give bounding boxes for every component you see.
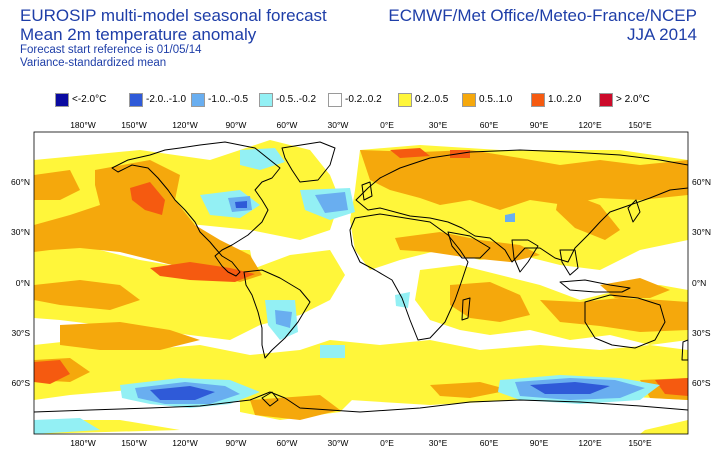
southeast-asia-outline bbox=[559, 249, 579, 276]
lon-label: 60°E bbox=[480, 120, 499, 130]
legend-label: -0.2..0.2 bbox=[345, 94, 382, 105]
anomaly-strong-cool bbox=[150, 201, 610, 400]
legend-label: 0.5..1.0 bbox=[479, 94, 513, 105]
legend-label: -1.0..-0.5 bbox=[208, 94, 249, 105]
lon-label: 90°E bbox=[530, 438, 549, 448]
legend-label: 1.0..2.0 bbox=[548, 94, 582, 105]
header-left: EUROSIP multi-model seasonal forecast Me… bbox=[20, 6, 327, 70]
eurasia-outline bbox=[355, 149, 688, 263]
lat-label: 30°S bbox=[692, 328, 711, 338]
legend-swatch bbox=[462, 93, 476, 107]
lon-label: 0°E bbox=[380, 438, 394, 448]
header-right: ECMWF/Met Office/Meteo-France/NCEP JJA 2… bbox=[388, 6, 697, 44]
legend-label: -0.5..-0.2 bbox=[276, 94, 317, 105]
lat-label: 0°N bbox=[16, 278, 30, 288]
coastlines bbox=[34, 141, 688, 413]
lon-label: 30°W bbox=[328, 438, 349, 448]
legend-label: 0.2..0.5 bbox=[415, 94, 449, 105]
anomaly-strong-warm bbox=[34, 148, 688, 396]
africa-outline bbox=[349, 213, 469, 341]
legend-label: -2.0..-1.0 bbox=[146, 94, 187, 105]
south-america-outline bbox=[243, 269, 311, 359]
anomaly-moderate-warm bbox=[34, 150, 688, 420]
greenland-outline bbox=[281, 141, 336, 183]
lon-label: 30°E bbox=[429, 120, 448, 130]
lon-label: 150°E bbox=[628, 120, 652, 130]
lon-label: 60°E bbox=[480, 438, 499, 448]
legend-swatch bbox=[531, 93, 545, 107]
map-variable: Mean 2m temperature anomaly bbox=[20, 25, 257, 44]
lon-label: 30°E bbox=[429, 438, 448, 448]
antarctic-peninsula-outline bbox=[261, 391, 279, 407]
lon-label: 150°E bbox=[628, 438, 652, 448]
north-america-outline bbox=[111, 141, 281, 277]
legend-label: <-2.0°C bbox=[72, 94, 107, 105]
madagascar-outline bbox=[461, 297, 471, 321]
lon-label: 180°W bbox=[70, 438, 96, 448]
india-outline bbox=[511, 239, 539, 273]
arabia-outline bbox=[447, 231, 491, 259]
lat-label: 60°N bbox=[11, 177, 30, 187]
lon-label: 120°W bbox=[172, 438, 198, 448]
forecast-method: Variance-standardized mean bbox=[20, 57, 167, 69]
legend-swatch bbox=[328, 93, 342, 107]
legend-label: > 2.0°C bbox=[616, 94, 650, 105]
lon-label: 60°W bbox=[277, 120, 298, 130]
lat-label: 30°N bbox=[11, 227, 30, 237]
forecast-start: Forecast start reference is 01/05/14 bbox=[20, 44, 202, 56]
lat-label: 60°S bbox=[11, 378, 30, 388]
map-frame bbox=[33, 131, 689, 435]
new-zealand-outline bbox=[681, 339, 688, 361]
lon-label: 150°W bbox=[121, 438, 147, 448]
lat-label: 60°N bbox=[692, 177, 711, 187]
legend-swatch bbox=[398, 93, 412, 107]
lon-label: 90°W bbox=[226, 120, 247, 130]
lon-label: 0°E bbox=[380, 120, 394, 130]
lon-label: 180°W bbox=[70, 120, 96, 130]
japan-outline bbox=[627, 199, 641, 223]
legend-swatch bbox=[259, 93, 273, 107]
legend-swatch bbox=[191, 93, 205, 107]
lat-label: 30°S bbox=[11, 328, 30, 338]
lon-label: 120°E bbox=[578, 120, 602, 130]
uk-outline bbox=[361, 181, 373, 201]
left-lat-labels: 60°N 30°N 0°N 30°S 60°S bbox=[11, 177, 30, 388]
season-label: JJA 2014 bbox=[627, 25, 697, 44]
antarctica-outline bbox=[34, 391, 688, 413]
bottom-lon-labels: 180°W 150°W 120°W 90°W 60°W 30°W 0°E 30°… bbox=[70, 438, 652, 448]
lon-label: 30°W bbox=[328, 120, 349, 130]
map-title: EUROSIP multi-model seasonal forecast bbox=[20, 6, 327, 25]
lon-label: 150°W bbox=[121, 120, 147, 130]
legend-swatch bbox=[129, 93, 143, 107]
right-lat-labels: 60°N 30°N 0°N 30°S 60°S bbox=[692, 177, 711, 388]
lon-label: 90°E bbox=[530, 120, 549, 130]
lat-label: 60°S bbox=[692, 378, 711, 388]
australia-outline bbox=[584, 294, 666, 349]
lon-label: 60°W bbox=[277, 438, 298, 448]
indonesia-outline bbox=[559, 279, 631, 293]
legend-swatch bbox=[599, 93, 613, 107]
lon-label: 90°W bbox=[226, 438, 247, 448]
top-lon-labels: 180°W 150°W 120°W 90°W 60°W 30°W 0°E 30°… bbox=[70, 120, 652, 130]
source-label: ECMWF/Met Office/Meteo-France/NCEP bbox=[388, 6, 697, 25]
lon-label: 120°W bbox=[172, 120, 198, 130]
lat-label: 0°N bbox=[692, 278, 706, 288]
anomaly-field bbox=[34, 132, 688, 434]
lon-label: 120°E bbox=[578, 438, 602, 448]
lat-label: 30°N bbox=[692, 227, 711, 237]
legend-swatch bbox=[55, 93, 69, 107]
